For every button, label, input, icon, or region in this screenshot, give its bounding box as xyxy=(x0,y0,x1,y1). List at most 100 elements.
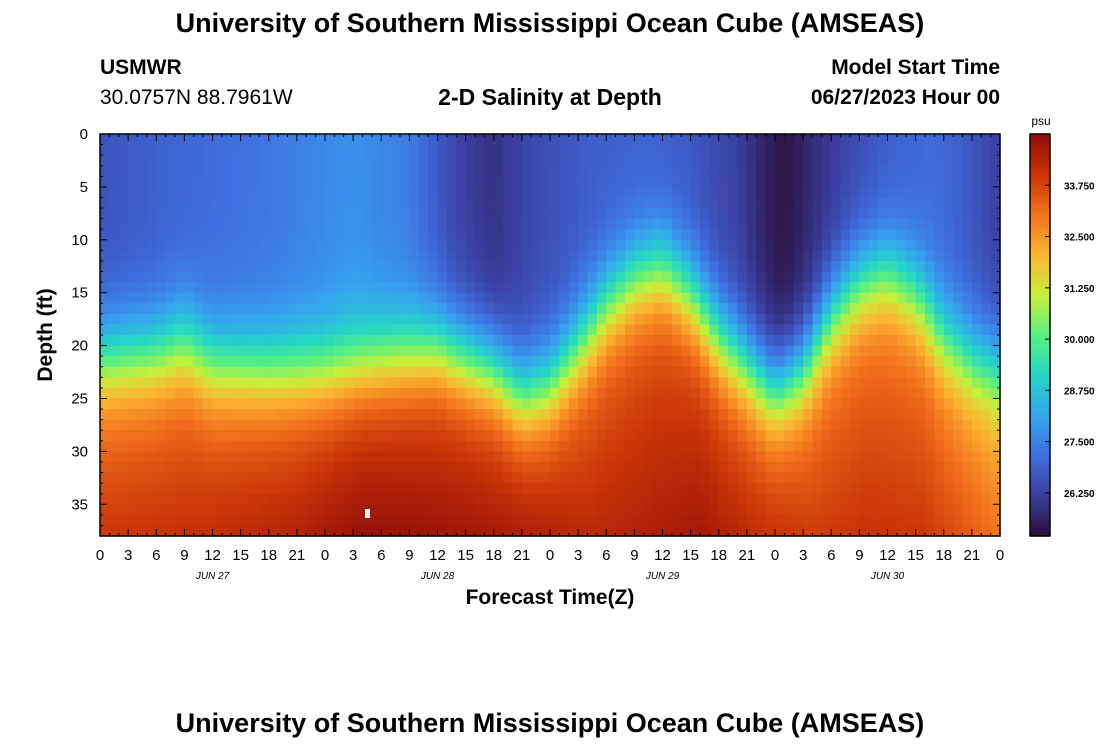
heatmap-cell xyxy=(690,229,701,241)
heatmap-cell xyxy=(643,134,654,146)
heatmap-cell xyxy=(268,197,279,209)
heatmap-cell xyxy=(990,208,1001,220)
heatmap-cell xyxy=(475,313,485,326)
heatmap-cell xyxy=(653,165,664,177)
heatmap-cell xyxy=(756,165,767,177)
colorbar-segment xyxy=(1030,367,1050,372)
heatmap-cell xyxy=(175,134,185,146)
heatmap-cell xyxy=(221,356,232,368)
heatmap-cell xyxy=(221,504,232,516)
heatmap-cell xyxy=(156,504,167,516)
colorbar-segment xyxy=(1030,170,1050,175)
heatmap-cell xyxy=(250,461,260,474)
heatmap-cell xyxy=(981,440,992,452)
heatmap-cell xyxy=(437,271,448,283)
heatmap-cell xyxy=(128,239,139,251)
heatmap-cell xyxy=(521,186,532,199)
heatmap-cell xyxy=(971,398,982,410)
heatmap-cell xyxy=(887,271,898,283)
heatmap-cell xyxy=(887,483,898,495)
heatmap-cell xyxy=(971,229,982,241)
heatmap-cell xyxy=(578,493,589,505)
heatmap-cell xyxy=(203,525,214,537)
heatmap-cell xyxy=(934,419,945,431)
heatmap-cell xyxy=(128,525,139,537)
heatmap-cell xyxy=(259,409,270,421)
heatmap-cell xyxy=(981,176,992,188)
heatmap-cell xyxy=(653,387,664,400)
heatmap-cell xyxy=(615,155,626,167)
heatmap-cell xyxy=(662,292,673,304)
heatmap-cell xyxy=(137,176,148,188)
heatmap-cell xyxy=(268,356,279,368)
heatmap-cell xyxy=(343,472,354,484)
heatmap-cell xyxy=(859,197,870,209)
heatmap-cell xyxy=(306,260,317,273)
heatmap-cell xyxy=(550,324,560,336)
heatmap-cell xyxy=(756,430,767,442)
heatmap-cell xyxy=(887,335,898,347)
heatmap-cell xyxy=(793,303,804,315)
heatmap-cell xyxy=(934,176,945,188)
heatmap-cell xyxy=(568,208,579,220)
heatmap-cell xyxy=(493,176,504,188)
heatmap-cell xyxy=(662,303,673,315)
heatmap-cell xyxy=(503,409,514,421)
heatmap-cell xyxy=(315,134,326,146)
heatmap-cell xyxy=(484,229,495,241)
heatmap-cell xyxy=(334,366,345,378)
heatmap-cell xyxy=(100,345,110,357)
heatmap-cell xyxy=(428,409,439,421)
heatmap-cell xyxy=(287,356,298,368)
heatmap-cell xyxy=(512,313,523,326)
heatmap-cell xyxy=(512,493,523,505)
heatmap-cell xyxy=(915,430,926,442)
heatmap-cell xyxy=(746,461,757,474)
heatmap-cell xyxy=(428,451,439,463)
heatmap-cell xyxy=(109,398,120,410)
heatmap-cell xyxy=(409,229,420,241)
heatmap-cell xyxy=(784,514,795,527)
heatmap-cell xyxy=(821,134,832,146)
colorbar-segment xyxy=(1030,439,1050,445)
heatmap-cell xyxy=(821,292,832,304)
heatmap-cell xyxy=(690,451,701,463)
heatmap-cell xyxy=(268,218,279,230)
heatmap-cell xyxy=(212,313,223,326)
heatmap-cell xyxy=(296,324,307,336)
heatmap-cell xyxy=(221,186,232,199)
heatmap-cell xyxy=(418,366,429,378)
heatmap-cell xyxy=(859,472,870,484)
heatmap-cell xyxy=(137,398,148,410)
heatmap-cell xyxy=(775,292,785,304)
heatmap-cell xyxy=(456,525,467,537)
heatmap-cell xyxy=(296,493,307,505)
heatmap-cell xyxy=(156,356,167,368)
heatmap-cell xyxy=(296,504,307,516)
heatmap-cell xyxy=(587,208,598,220)
heatmap-cell xyxy=(231,493,242,505)
heatmap-cell xyxy=(596,176,607,188)
heatmap-cell xyxy=(653,313,664,326)
heatmap-cell xyxy=(428,176,439,188)
colorbar-segment xyxy=(1030,499,1050,505)
heatmap-cell xyxy=(568,377,579,389)
heatmap-cell xyxy=(550,377,560,389)
heatmap-cell xyxy=(793,419,804,431)
heatmap-cell xyxy=(793,260,804,273)
heatmap-cell xyxy=(250,430,260,442)
heatmap-cell xyxy=(418,218,429,230)
heatmap-cell xyxy=(850,303,860,315)
heatmap-cell xyxy=(231,218,242,230)
heatmap-cell xyxy=(559,335,570,347)
heatmap-cell xyxy=(400,208,410,220)
heatmap-cell xyxy=(606,229,617,241)
heatmap-cell xyxy=(634,493,645,505)
heatmap-cell xyxy=(418,144,429,156)
heatmap-cell xyxy=(568,430,579,442)
heatmap-cell xyxy=(306,144,317,156)
heatmap-cell xyxy=(728,335,739,347)
heatmap-cell xyxy=(475,250,485,262)
heatmap-cell xyxy=(400,525,410,537)
heatmap-cell xyxy=(400,229,410,241)
